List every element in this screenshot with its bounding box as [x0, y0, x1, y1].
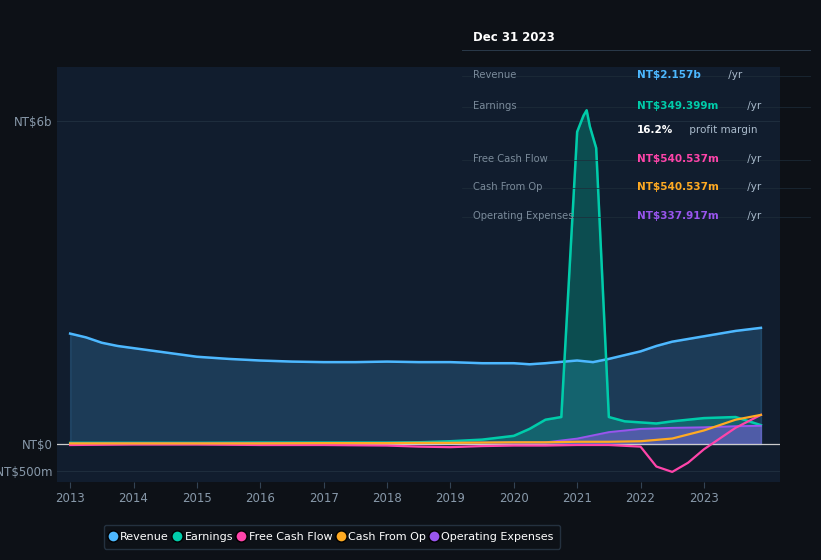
Text: /yr: /yr	[725, 70, 742, 80]
Text: Free Cash Flow: Free Cash Flow	[473, 154, 548, 164]
Text: profit margin: profit margin	[686, 125, 757, 135]
Text: Cash From Op: Cash From Op	[473, 183, 542, 193]
Text: NT$337.917m: NT$337.917m	[637, 211, 718, 221]
Text: Dec 31 2023: Dec 31 2023	[473, 31, 554, 44]
Text: Revenue: Revenue	[473, 70, 516, 80]
Legend: Revenue, Earnings, Free Cash Flow, Cash From Op, Operating Expenses: Revenue, Earnings, Free Cash Flow, Cash …	[103, 525, 561, 549]
Text: Earnings: Earnings	[473, 101, 516, 111]
Text: /yr: /yr	[744, 183, 761, 193]
Text: NT$540.537m: NT$540.537m	[637, 183, 718, 193]
Text: Operating Expenses: Operating Expenses	[473, 211, 573, 221]
Text: /yr: /yr	[744, 211, 761, 221]
Text: /yr: /yr	[744, 101, 761, 111]
Text: NT$540.537m: NT$540.537m	[637, 154, 718, 164]
Text: /yr: /yr	[744, 154, 761, 164]
Text: NT$349.399m: NT$349.399m	[637, 101, 718, 111]
Text: NT$2.157b: NT$2.157b	[637, 70, 700, 80]
Text: 16.2%: 16.2%	[637, 125, 673, 135]
